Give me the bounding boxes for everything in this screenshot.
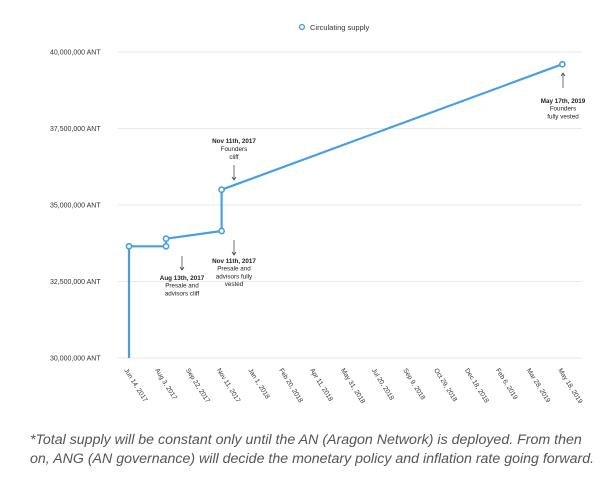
annotation-line: advisors cliff — [165, 290, 200, 297]
annotation-line: May 17th, 2019 — [541, 98, 586, 105]
data-point — [162, 242, 170, 250]
data-point — [162, 235, 170, 243]
annotation-line: Founders — [550, 106, 577, 113]
y-tick-label: 40,000,000 ANT — [50, 50, 101, 57]
supply-chart: Circulating supply 30,000,000 ANT 32,500,… — [50, 23, 586, 405]
y-tick-label: 35,000,000 ANT — [50, 203, 101, 210]
annotation-arrowhead — [179, 266, 185, 271]
y-tick-label: 30,000,000 ANT — [50, 356, 101, 363]
x-tick-label: Feb 20, 2018 — [277, 367, 304, 404]
x-tick-label: Oct 29, 2018 — [432, 367, 458, 403]
y-tick-label: 32,500,000 ANT — [50, 279, 101, 286]
data-point — [125, 242, 133, 250]
x-tick-label: Jul 20, 2018 — [370, 367, 395, 401]
x-tick-label: Nov 11, 2017 — [215, 367, 242, 404]
annotation-arrowhead — [231, 251, 237, 256]
x-tick-label: Apr 11, 2018 — [308, 367, 334, 403]
plot-area — [125, 60, 566, 358]
x-tick-label: Sep 9, 2018 — [401, 367, 426, 401]
x-tick-label: May 31, 2018 — [339, 367, 366, 405]
y-axis: 30,000,000 ANT 32,500,000 ANT 35,000,000 A… — [50, 50, 582, 363]
x-tick-label: May 18, 2019 — [556, 367, 583, 405]
annotation-arrowhead — [560, 72, 566, 77]
annotation-line: Aug 13th, 2017 — [160, 275, 205, 282]
annotation-line: cliff — [229, 154, 239, 161]
x-axis: Jun 14, 2017 Aug 3, 2017 Sep 22, 2017 Nov 1… — [122, 367, 583, 405]
annotation-line: advisors fully — [216, 273, 253, 280]
x-tick-label: Mar 28, 2019 — [525, 367, 552, 404]
x-tick-label: Feb 6, 2019 — [494, 367, 519, 401]
data-point — [218, 186, 226, 194]
legend-marker — [298, 23, 306, 31]
data-point — [218, 227, 226, 235]
series-line — [127, 63, 563, 358]
annotation-line: fully vested — [547, 113, 579, 120]
footnote: *Total supply will be constant only unti… — [30, 432, 595, 467]
annotation-line: Presale and — [217, 266, 251, 273]
x-tick-label: Jan 1, 2018 — [246, 367, 270, 400]
x-tick-label: Jun 14, 2017 — [122, 367, 148, 403]
annotation-line: Founders — [221, 146, 248, 153]
annotation-line: vested — [225, 281, 244, 288]
annotation-arrowhead — [231, 176, 237, 181]
x-tick-label: Sep 22, 2017 — [184, 367, 211, 404]
annotation-line: Presale and — [165, 283, 199, 290]
legend: Circulating supply — [298, 23, 369, 32]
y-tick-label: 37,500,000 ANT — [50, 126, 101, 133]
x-tick-label: Aug 3, 2017 — [153, 367, 178, 401]
data-point — [558, 60, 566, 68]
annotation-line: Nov 11th, 2017 — [212, 138, 256, 145]
annotation-line: Nov 11th, 2017 — [212, 258, 256, 265]
legend-label: Circulating supply — [310, 23, 369, 32]
x-tick-label: Dec 18, 2018 — [463, 367, 490, 404]
